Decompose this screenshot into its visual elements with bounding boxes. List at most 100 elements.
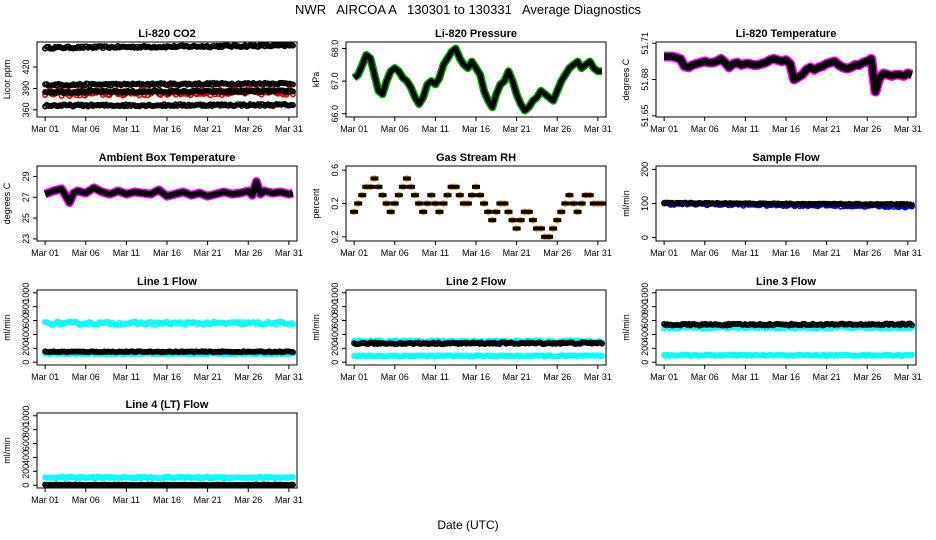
x-tick-label: Mar 06 <box>381 124 409 134</box>
y-tick-label: 800 <box>640 299 650 314</box>
x-tick-label: Mar 01 <box>340 248 368 258</box>
x-tick-label: Mar 16 <box>153 248 181 258</box>
x-tick-label: Mar 21 <box>503 248 531 258</box>
data-point <box>908 201 915 208</box>
y-tick-label: 600 <box>21 436 31 451</box>
y-tick-label: 68.0 <box>330 40 340 58</box>
y-tick-label: 1000 <box>21 406 31 426</box>
x-tick-label: Mar 16 <box>772 372 800 382</box>
x-tick-label: Mar 31 <box>584 248 612 258</box>
x-tick-label: Mar 21 <box>813 372 841 382</box>
x-tick-label: Mar 01 <box>650 248 678 258</box>
x-tick-label: Mar 31 <box>584 124 612 134</box>
data-point <box>598 352 605 359</box>
y-tick-label: 66.0 <box>330 105 340 123</box>
x-tick-label: Mar 26 <box>234 372 262 382</box>
y-tick-label: 800 <box>21 422 31 437</box>
chart-title: Line 4 (LT) Flow <box>126 399 209 411</box>
x-tick-label: Mar 06 <box>691 372 719 382</box>
y-tick-label: 51.71 <box>640 32 650 55</box>
x-tick-label: Mar 31 <box>894 124 922 134</box>
chart-panel-5: Gas Stream RH percent Mar 01 Mar 06 Mar 11 Ma… <box>311 152 612 258</box>
y-tick-label: 400 <box>640 327 650 342</box>
chart-title: Sample Flow <box>752 152 820 164</box>
chart-title: Li-820 Temperature <box>736 28 837 40</box>
chart-title: Line 3 Flow <box>756 276 816 288</box>
x-tick-label: Mar 11 <box>732 248 759 258</box>
y-tick-label: 100 <box>640 196 650 211</box>
y-tick-label: 600 <box>21 313 31 328</box>
x-tick-label: Mar 21 <box>194 248 222 258</box>
x-tick-label: Mar 06 <box>381 372 409 382</box>
x-tick-label: Mar 06 <box>691 248 719 258</box>
series-1 <box>43 177 294 207</box>
y-tick-label: 51.68 <box>640 68 650 91</box>
y-tick-label: 0 <box>640 235 650 240</box>
x-tick-label: Mar 01 <box>340 124 368 134</box>
y-tick-label: 800 <box>21 299 31 314</box>
plot-area <box>42 318 296 358</box>
y-tick-label: 200 <box>21 464 31 479</box>
y-tick-label: 200 <box>640 162 650 177</box>
x-tick-label: Mar 31 <box>894 372 922 382</box>
plot-area <box>661 199 915 211</box>
x-axis-label: Date (UTC) <box>437 518 499 532</box>
series-1 <box>350 175 606 241</box>
chart-title: Li-820 CO2 <box>138 28 195 40</box>
x-tick-label: Mar 11 <box>422 248 449 258</box>
x-tick-label: Mar 11 <box>732 372 759 382</box>
x-tick-label: Mar 06 <box>72 495 100 505</box>
x-tick-label: Mar 26 <box>234 248 262 258</box>
x-tick-label: Mar 16 <box>462 124 490 134</box>
x-tick-label: Mar 06 <box>72 124 100 134</box>
chart-title: Li-820 Pressure <box>435 28 517 40</box>
data-point <box>289 321 296 328</box>
y-tick-label: 200 <box>640 341 650 356</box>
data-point <box>289 42 296 49</box>
x-tick-label: Mar 01 <box>650 124 678 134</box>
chart-panel-6: Sample Flow ml/min Mar 01 Mar 06 Mar 11 Mar 1… <box>621 152 922 258</box>
x-tick-label: Mar 31 <box>584 372 612 382</box>
x-tick-label: Mar 01 <box>31 495 59 505</box>
series-2 <box>661 351 915 359</box>
plot-frame <box>36 165 298 242</box>
x-tick-label: Mar 16 <box>153 124 181 134</box>
chart-title: Line 1 Flow <box>137 276 197 288</box>
y-tick-label: 1000 <box>330 283 340 303</box>
series-1 <box>42 42 296 52</box>
x-tick-label: Mar 26 <box>543 248 571 258</box>
plot-area <box>351 44 602 115</box>
plot-area <box>350 175 606 241</box>
series-1 <box>663 51 914 97</box>
x-tick-label: Mar 21 <box>194 372 222 382</box>
x-tick-label: Mar 16 <box>772 124 800 134</box>
x-tick-label: Mar 16 <box>462 248 490 258</box>
x-tick-label: Mar 21 <box>194 495 222 505</box>
series-1 <box>351 44 602 115</box>
chart-title: Ambient Box Temperature <box>99 152 236 164</box>
x-tick-label: Mar 11 <box>422 372 449 382</box>
x-tick-label: Mar 21 <box>813 248 841 258</box>
series-3 <box>351 339 605 348</box>
x-tick-label: Mar 11 <box>113 372 140 382</box>
x-tick-label: Mar 26 <box>234 495 262 505</box>
x-tick-label: Mar 26 <box>853 372 881 382</box>
y-axis-label: kPa <box>311 72 321 88</box>
x-tick-label: Mar 16 <box>462 372 490 382</box>
y-tick-label: 400 <box>21 327 31 342</box>
chart-panel-8: Line 2 Flow ml/min Mar 01 Mar 06 Mar 11 Mar 1… <box>311 276 612 382</box>
chart-panel-7: Line 1 Flow ml/min Mar 01 Mar 06 Mar 11 Mar 1… <box>2 276 303 382</box>
x-tick-label: Mar 06 <box>381 248 409 258</box>
x-tick-label: Mar 31 <box>275 372 303 382</box>
series-line <box>352 46 602 113</box>
data-point <box>289 349 296 356</box>
y-tick-label: 67.0 <box>330 72 340 90</box>
x-tick-label: Mar 06 <box>691 124 719 134</box>
series-2 <box>42 79 296 89</box>
chart-panel-4: Ambient Box Temperature degrees C Mar 01 Ma… <box>2 152 303 258</box>
x-tick-label: Mar 01 <box>31 124 59 134</box>
chart-panel-10: Line 4 (LT) Flow ml/min Mar 01 Mar 06 Mar 11… <box>2 399 303 505</box>
y-tick-label: 1000 <box>21 283 31 303</box>
data-point <box>908 322 915 329</box>
x-tick-label: Mar 21 <box>503 372 531 382</box>
